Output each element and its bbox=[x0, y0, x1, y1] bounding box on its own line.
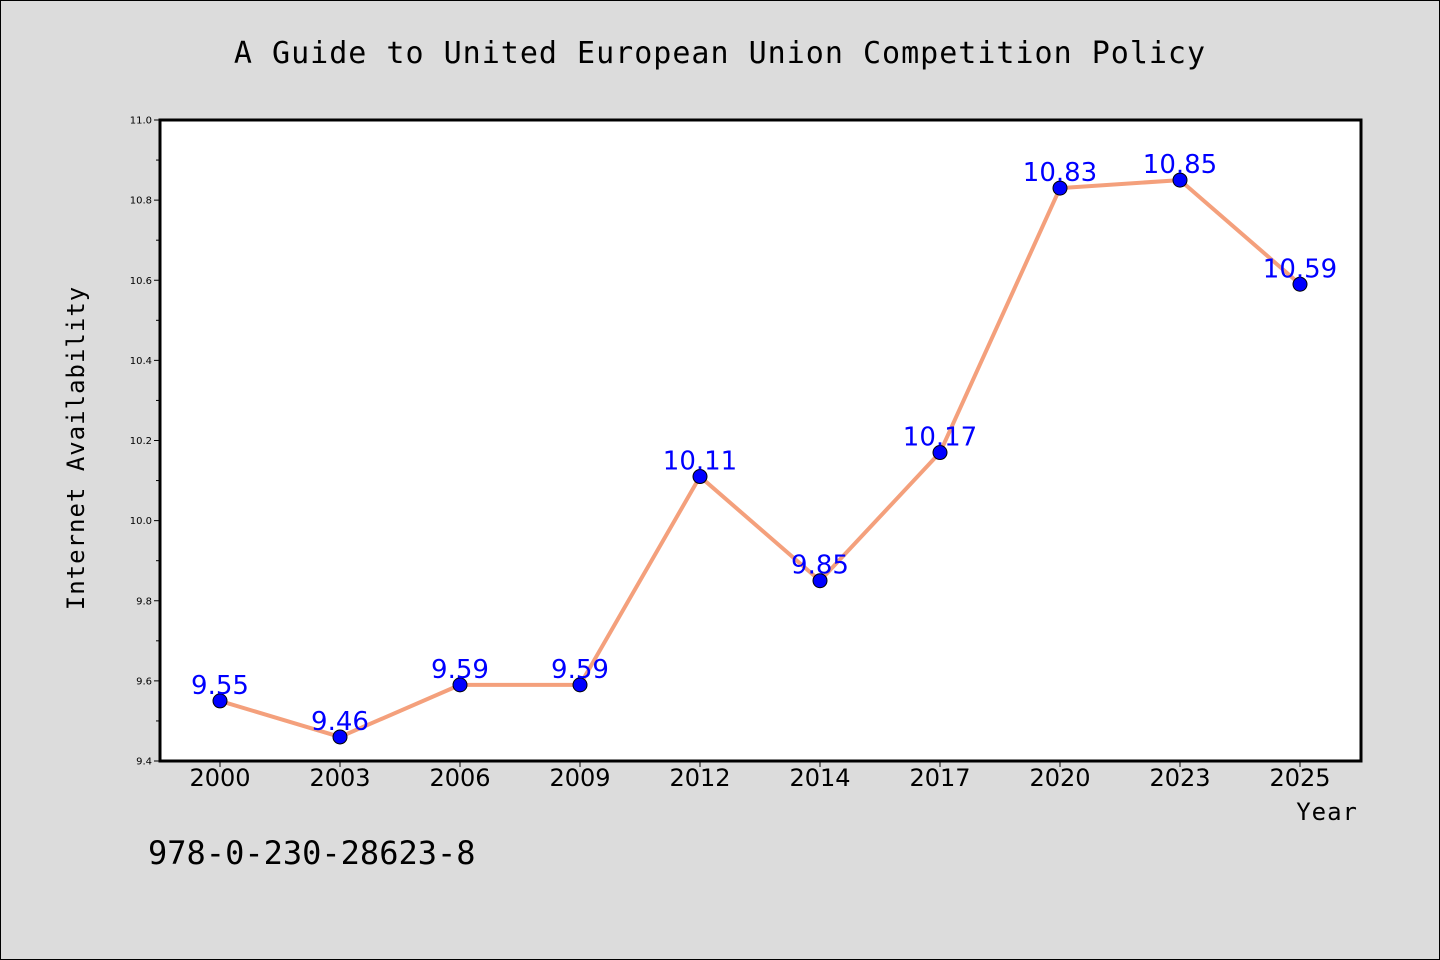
data-label: 9.59 bbox=[551, 655, 609, 685]
x-tick-label: 2006 bbox=[429, 764, 490, 792]
plot-area bbox=[160, 120, 1361, 761]
x-tick-label: 2020 bbox=[1029, 764, 1090, 792]
x-tick-label: 2000 bbox=[189, 764, 250, 792]
series-markers bbox=[212, 172, 1308, 745]
x-tick-label: 2014 bbox=[789, 764, 850, 792]
data-label: 9.59 bbox=[431, 655, 489, 685]
data-label: 10.11 bbox=[663, 447, 737, 477]
data-point bbox=[572, 677, 588, 693]
data-label: 10.17 bbox=[903, 423, 977, 453]
x-tick-label: 2009 bbox=[549, 764, 610, 792]
data-point bbox=[1292, 276, 1308, 292]
isbn-annotation: 978-0-230-28623-8 bbox=[148, 834, 476, 872]
y-tick-label: 10.0 bbox=[130, 516, 152, 527]
data-label: 9.46 bbox=[311, 707, 369, 737]
data-point bbox=[212, 693, 228, 709]
y-tick-label: 10.6 bbox=[130, 276, 152, 287]
data-label: 10.85 bbox=[1143, 150, 1217, 180]
y-tick-label: 9.4 bbox=[136, 757, 152, 768]
data-label: 10.83 bbox=[1023, 158, 1097, 188]
data-point bbox=[332, 729, 348, 745]
chart-title: A Guide to United European Union Competi… bbox=[234, 36, 1206, 71]
y-tick-label: 10.8 bbox=[130, 196, 152, 207]
x-tick-label: 2003 bbox=[309, 764, 370, 792]
y-axis: 9.4 9.6 9.8 10.0 10.2 10.4 10.6 10.8 11.0 bbox=[130, 116, 160, 768]
data-point bbox=[452, 677, 468, 693]
x-tick-label: 2023 bbox=[1149, 764, 1210, 792]
data-point bbox=[1172, 172, 1188, 188]
data-label: 9.85 bbox=[791, 551, 849, 581]
data-label: 10.59 bbox=[1263, 254, 1337, 284]
y-tick-label: 11.0 bbox=[130, 116, 152, 127]
data-point bbox=[812, 573, 828, 589]
x-tick-label: 2025 bbox=[1269, 764, 1330, 792]
data-labels: 9.55 9.46 9.59 9.59 10.11 9.85 10.17 10.83 10.85… bbox=[191, 150, 1337, 737]
x-tick-label: 2017 bbox=[909, 764, 970, 792]
y-tick-label: 10.4 bbox=[130, 356, 152, 367]
x-axis: 2000 2003 2006 2009 2012 2014 2017 2020 2023 2025 bbox=[189, 761, 1331, 792]
data-point bbox=[932, 445, 948, 461]
data-label: 9.55 bbox=[191, 671, 249, 701]
data-point bbox=[1052, 180, 1068, 196]
series-line bbox=[218, 178, 1302, 739]
x-tick-label: 2012 bbox=[669, 764, 730, 792]
x-axis-label: Year bbox=[1296, 798, 1358, 826]
y-tick-label: 9.6 bbox=[136, 676, 152, 687]
y-axis-label: Internet Availability bbox=[62, 286, 90, 610]
data-point bbox=[692, 469, 708, 485]
plot-border bbox=[158, 118, 1363, 763]
y-tick-label: 10.2 bbox=[130, 436, 152, 447]
y-tick-label: 9.8 bbox=[136, 596, 152, 607]
